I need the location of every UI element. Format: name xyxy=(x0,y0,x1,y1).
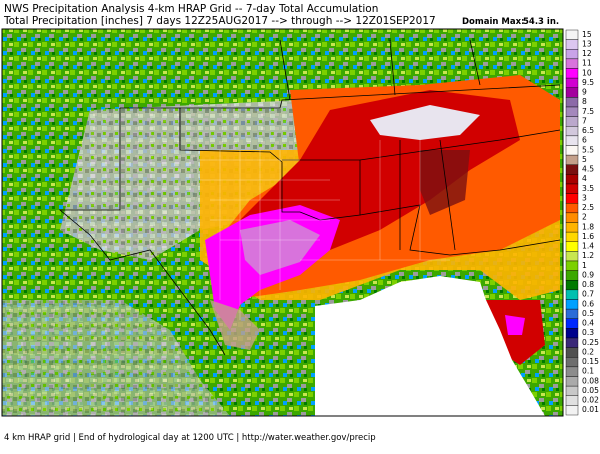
legend-swatch xyxy=(565,222,579,233)
legend-label: 6 xyxy=(582,136,587,145)
legend-swatch xyxy=(565,183,579,194)
legend-swatch xyxy=(565,395,579,406)
header: NWS Precipitation Analysis 4-km HRAP Gri… xyxy=(3,3,559,27)
legend-label: 0.4 xyxy=(582,319,594,328)
legend-label: 2.5 xyxy=(582,203,594,212)
legend-label: 3.5 xyxy=(582,184,594,193)
legend-swatch xyxy=(565,251,579,262)
legend-swatch xyxy=(565,154,579,165)
legend-swatch xyxy=(565,366,579,377)
legend-label: 0.25 xyxy=(582,338,599,347)
legend-label: 0.3 xyxy=(582,328,594,337)
legend-swatch xyxy=(565,116,579,127)
legend-label: 0.8 xyxy=(582,280,594,289)
domain-max-value: 54.3 in. xyxy=(523,17,559,27)
color-legend: 15131211109.5987.576.565.554.543.532.521… xyxy=(565,29,599,416)
legend-swatch xyxy=(565,77,579,88)
legend-swatch xyxy=(565,49,579,60)
legend-label: 4.5 xyxy=(582,165,594,174)
state-borders xyxy=(58,39,561,356)
legend-label: 2 xyxy=(582,213,587,222)
map-frame xyxy=(1,28,564,417)
precip-very-heavy xyxy=(420,150,470,215)
legend-label: 0.2 xyxy=(582,347,594,356)
map xyxy=(1,28,564,417)
legend-swatch xyxy=(565,337,579,348)
legend-swatch xyxy=(565,357,579,368)
legend-swatch xyxy=(565,87,579,98)
legend-label: 8 xyxy=(582,97,587,106)
legend-label: 0.15 xyxy=(582,357,599,366)
legend-label: 4 xyxy=(582,174,587,183)
legend-label: 12 xyxy=(582,49,592,58)
legend-label: 9.5 xyxy=(582,78,594,87)
legend-swatch xyxy=(565,212,579,223)
legend-swatch xyxy=(565,126,579,137)
dry-region xyxy=(2,300,230,416)
legend-label: 10 xyxy=(582,68,592,77)
legend-swatch xyxy=(565,385,579,396)
legend-label: 1.8 xyxy=(582,222,594,231)
domain-max-label: Domain Max: xyxy=(462,17,525,27)
legend-label: 15 xyxy=(582,30,592,39)
legend-label: 0.02 xyxy=(582,396,599,405)
legend-swatch xyxy=(565,68,579,79)
legend-swatch xyxy=(565,58,579,69)
legend-label: 0.6 xyxy=(582,299,594,308)
legend-label: 0.1 xyxy=(582,367,594,376)
legend-swatch xyxy=(565,308,579,319)
legend-label: 1 xyxy=(582,261,587,270)
subtitle: Total Precipitation [inches] 7 days 12Z2… xyxy=(3,15,436,27)
legend-swatch xyxy=(565,135,579,146)
precip-coast xyxy=(210,300,260,350)
legend-swatch xyxy=(565,29,579,40)
legend-swatch xyxy=(565,405,579,416)
legend-swatch xyxy=(565,241,579,252)
legend-label: 7 xyxy=(582,116,587,125)
legend-swatch xyxy=(565,193,579,204)
legend-swatch xyxy=(565,270,579,281)
legend-swatch xyxy=(565,97,579,108)
title: NWS Precipitation Analysis 4-km HRAP Gri… xyxy=(4,3,378,15)
legend-label: 0.08 xyxy=(582,376,599,385)
legend-label: 11 xyxy=(582,59,592,68)
legend-swatch xyxy=(565,328,579,339)
legend-swatch xyxy=(565,318,579,329)
legend-swatch xyxy=(565,347,579,358)
legend-label: 6.5 xyxy=(582,126,594,135)
legend-swatch xyxy=(565,39,579,50)
legend-label: 0.5 xyxy=(582,309,594,318)
legend-label: 5 xyxy=(582,155,587,164)
legend-swatch xyxy=(565,145,579,156)
precip-florida-max xyxy=(505,315,525,335)
legend-label: 9 xyxy=(582,88,587,97)
gulf-of-mexico xyxy=(315,276,545,416)
precip-extreme xyxy=(370,105,480,140)
legend-label: 1.2 xyxy=(582,251,594,260)
legend-swatch xyxy=(565,289,579,300)
legend-swatch xyxy=(565,106,579,117)
legend-label: 0.7 xyxy=(582,290,594,299)
legend-swatch xyxy=(565,174,579,185)
legend-swatch xyxy=(565,299,579,310)
legend-label: 0.01 xyxy=(582,405,599,414)
legend-label: 1.4 xyxy=(582,242,594,251)
legend-label: 5.5 xyxy=(582,145,594,154)
legend-label: 3 xyxy=(582,193,587,202)
footer: 4 km HRAP grid | End of hydrological day… xyxy=(4,433,376,443)
legend-label: 0.05 xyxy=(582,386,599,395)
county-borders xyxy=(200,140,450,320)
legend-swatch xyxy=(565,260,579,271)
legend-swatch xyxy=(565,280,579,291)
legend-swatch xyxy=(565,164,579,175)
legend-swatch xyxy=(565,376,579,387)
legend-label: 13 xyxy=(582,39,592,48)
legend-swatch xyxy=(565,231,579,242)
legend-label: 7.5 xyxy=(582,107,594,116)
legend-label: 1.6 xyxy=(582,232,594,241)
legend-swatch xyxy=(565,203,579,214)
legend-label: 0.9 xyxy=(582,270,594,279)
